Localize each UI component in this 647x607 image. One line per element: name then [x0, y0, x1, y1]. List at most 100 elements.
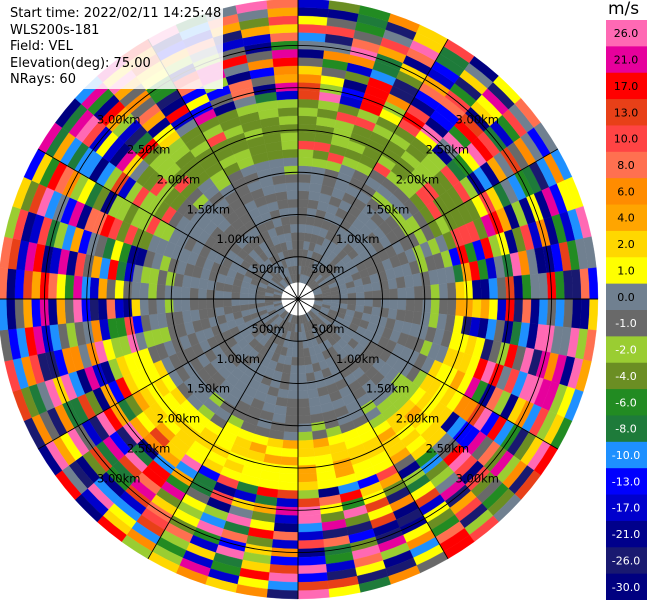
colorbar-tick-label: -30.0 — [612, 581, 640, 594]
velocity-cell — [297, 564, 327, 575]
velocity-cell — [554, 298, 565, 328]
velocity-cell — [22, 270, 33, 300]
velocity-cell — [189, 298, 199, 311]
colorbar-segment — [606, 415, 647, 443]
colorbar-tick-label: 17.0 — [614, 80, 639, 93]
velocity-cell — [81, 276, 91, 300]
velocity-cell — [147, 283, 158, 300]
velocity-cell — [297, 7, 329, 18]
velocity-cell — [297, 572, 328, 583]
velocity-cell — [579, 298, 590, 330]
velocity-cell — [307, 199, 319, 210]
velocity-cell — [269, 23, 299, 34]
velocity-cell — [554, 270, 565, 300]
velocity-cell — [222, 298, 232, 308]
velocity-cell — [56, 298, 67, 325]
velocity-cell — [297, 15, 328, 26]
velocity-cell — [231, 298, 241, 307]
azimuth-spoke — [297, 148, 559, 300]
range-ring-label: 1.00km — [336, 352, 379, 366]
velocity-cell — [363, 283, 373, 293]
range-ring-label: 2.00km — [157, 412, 200, 426]
colorbar-tick-label: -17.0 — [612, 502, 640, 515]
range-ring-label: 1.50km — [366, 202, 409, 216]
colorbar-segment — [606, 310, 647, 337]
velocity-cell — [297, 348, 305, 358]
velocity-cell — [283, 431, 299, 441]
velocity-cell — [571, 269, 582, 300]
range-ring-label: 500m — [252, 262, 285, 276]
velocity-cell — [271, 539, 299, 550]
scan-info: Start time: 2022/02/11 14:25:48 WLS200s-… — [10, 6, 224, 89]
velocity-cell — [297, 580, 329, 591]
velocity-cell — [282, 224, 292, 234]
field-label: Field: VEL — [10, 39, 73, 54]
velocity-cell — [164, 284, 174, 300]
colorbar-segment — [606, 230, 647, 258]
velocity-cell — [339, 293, 349, 300]
velocity-cell — [505, 298, 515, 322]
colorbar-tick-label: 8.0 — [617, 159, 635, 172]
velocity-cell — [297, 240, 305, 250]
velocity-cell — [269, 555, 299, 566]
velocity-cell — [291, 348, 299, 358]
velocity-cell — [471, 298, 482, 319]
velocity-cell — [64, 274, 75, 300]
velocity-cell — [297, 406, 311, 416]
velocity-cell — [122, 298, 133, 318]
velocity-cell — [22, 298, 33, 328]
velocity-cell — [274, 73, 299, 84]
velocity-cell — [276, 489, 299, 500]
velocity-cell — [587, 267, 599, 300]
velocity-cell — [413, 298, 424, 313]
velocity-cell — [297, 481, 319, 491]
velocity-cell — [114, 279, 125, 300]
velocity-cell — [31, 298, 42, 328]
start-time-label: Start time: 2022/02/11 14:25:48 — [10, 6, 222, 21]
range-ring-label: 2.50km — [426, 143, 469, 157]
velocity-cell — [496, 277, 507, 300]
velocity-cell — [282, 439, 299, 450]
velocity-cell — [289, 215, 299, 225]
velocity-cell — [277, 107, 299, 117]
velocity-cell — [6, 298, 17, 330]
velocity-cell — [480, 278, 490, 300]
velocity-cell — [297, 340, 304, 350]
velocity-cell — [347, 298, 357, 306]
velocity-cell — [189, 287, 199, 300]
velocity-cell — [0, 329, 13, 362]
velocity-cell — [297, 414, 312, 425]
velocity-cell — [47, 298, 58, 326]
velocity-cell — [297, 390, 309, 400]
velocity-cell — [488, 298, 499, 321]
velocity-cell — [280, 456, 299, 466]
colorbar-tick-label: 21.0 — [614, 54, 639, 67]
colorbar-segment — [606, 151, 647, 179]
velocity-cell — [285, 182, 299, 192]
velocity-cell — [268, 572, 299, 583]
velocity-cell — [307, 388, 319, 399]
velocity-cell — [197, 288, 207, 300]
velocity-cell — [297, 423, 313, 433]
velocity-cell — [297, 82, 321, 92]
velocity-cell — [267, 7, 299, 18]
colorbar-unit: m/s — [608, 0, 640, 19]
velocity-cell — [277, 481, 299, 491]
velocity-cell — [297, 173, 312, 184]
colorbar-segment — [606, 441, 647, 469]
velocity-cell — [278, 472, 299, 483]
velocity-cell — [297, 157, 313, 167]
velocity-cell — [297, 57, 324, 68]
velocity-cell — [283, 157, 299, 167]
velocity-cell — [355, 291, 365, 300]
velocity-cell — [538, 298, 549, 326]
velocity-cell — [297, 464, 317, 475]
range-ring-labels: 500m 500m 500m 500m 1.00km 1.00km 1.00km 1.00km… — [97, 113, 499, 486]
velocity-cell — [297, 107, 319, 117]
range-ring-label: 2.50km — [127, 143, 170, 157]
velocity-cell — [297, 431, 313, 441]
colorbar-tick-label: 1.0 — [617, 264, 635, 277]
velocity-cell — [283, 423, 299, 433]
colorbar-tick-label: 10.0 — [614, 133, 639, 146]
range-ring-label: 2.50km — [127, 441, 170, 455]
